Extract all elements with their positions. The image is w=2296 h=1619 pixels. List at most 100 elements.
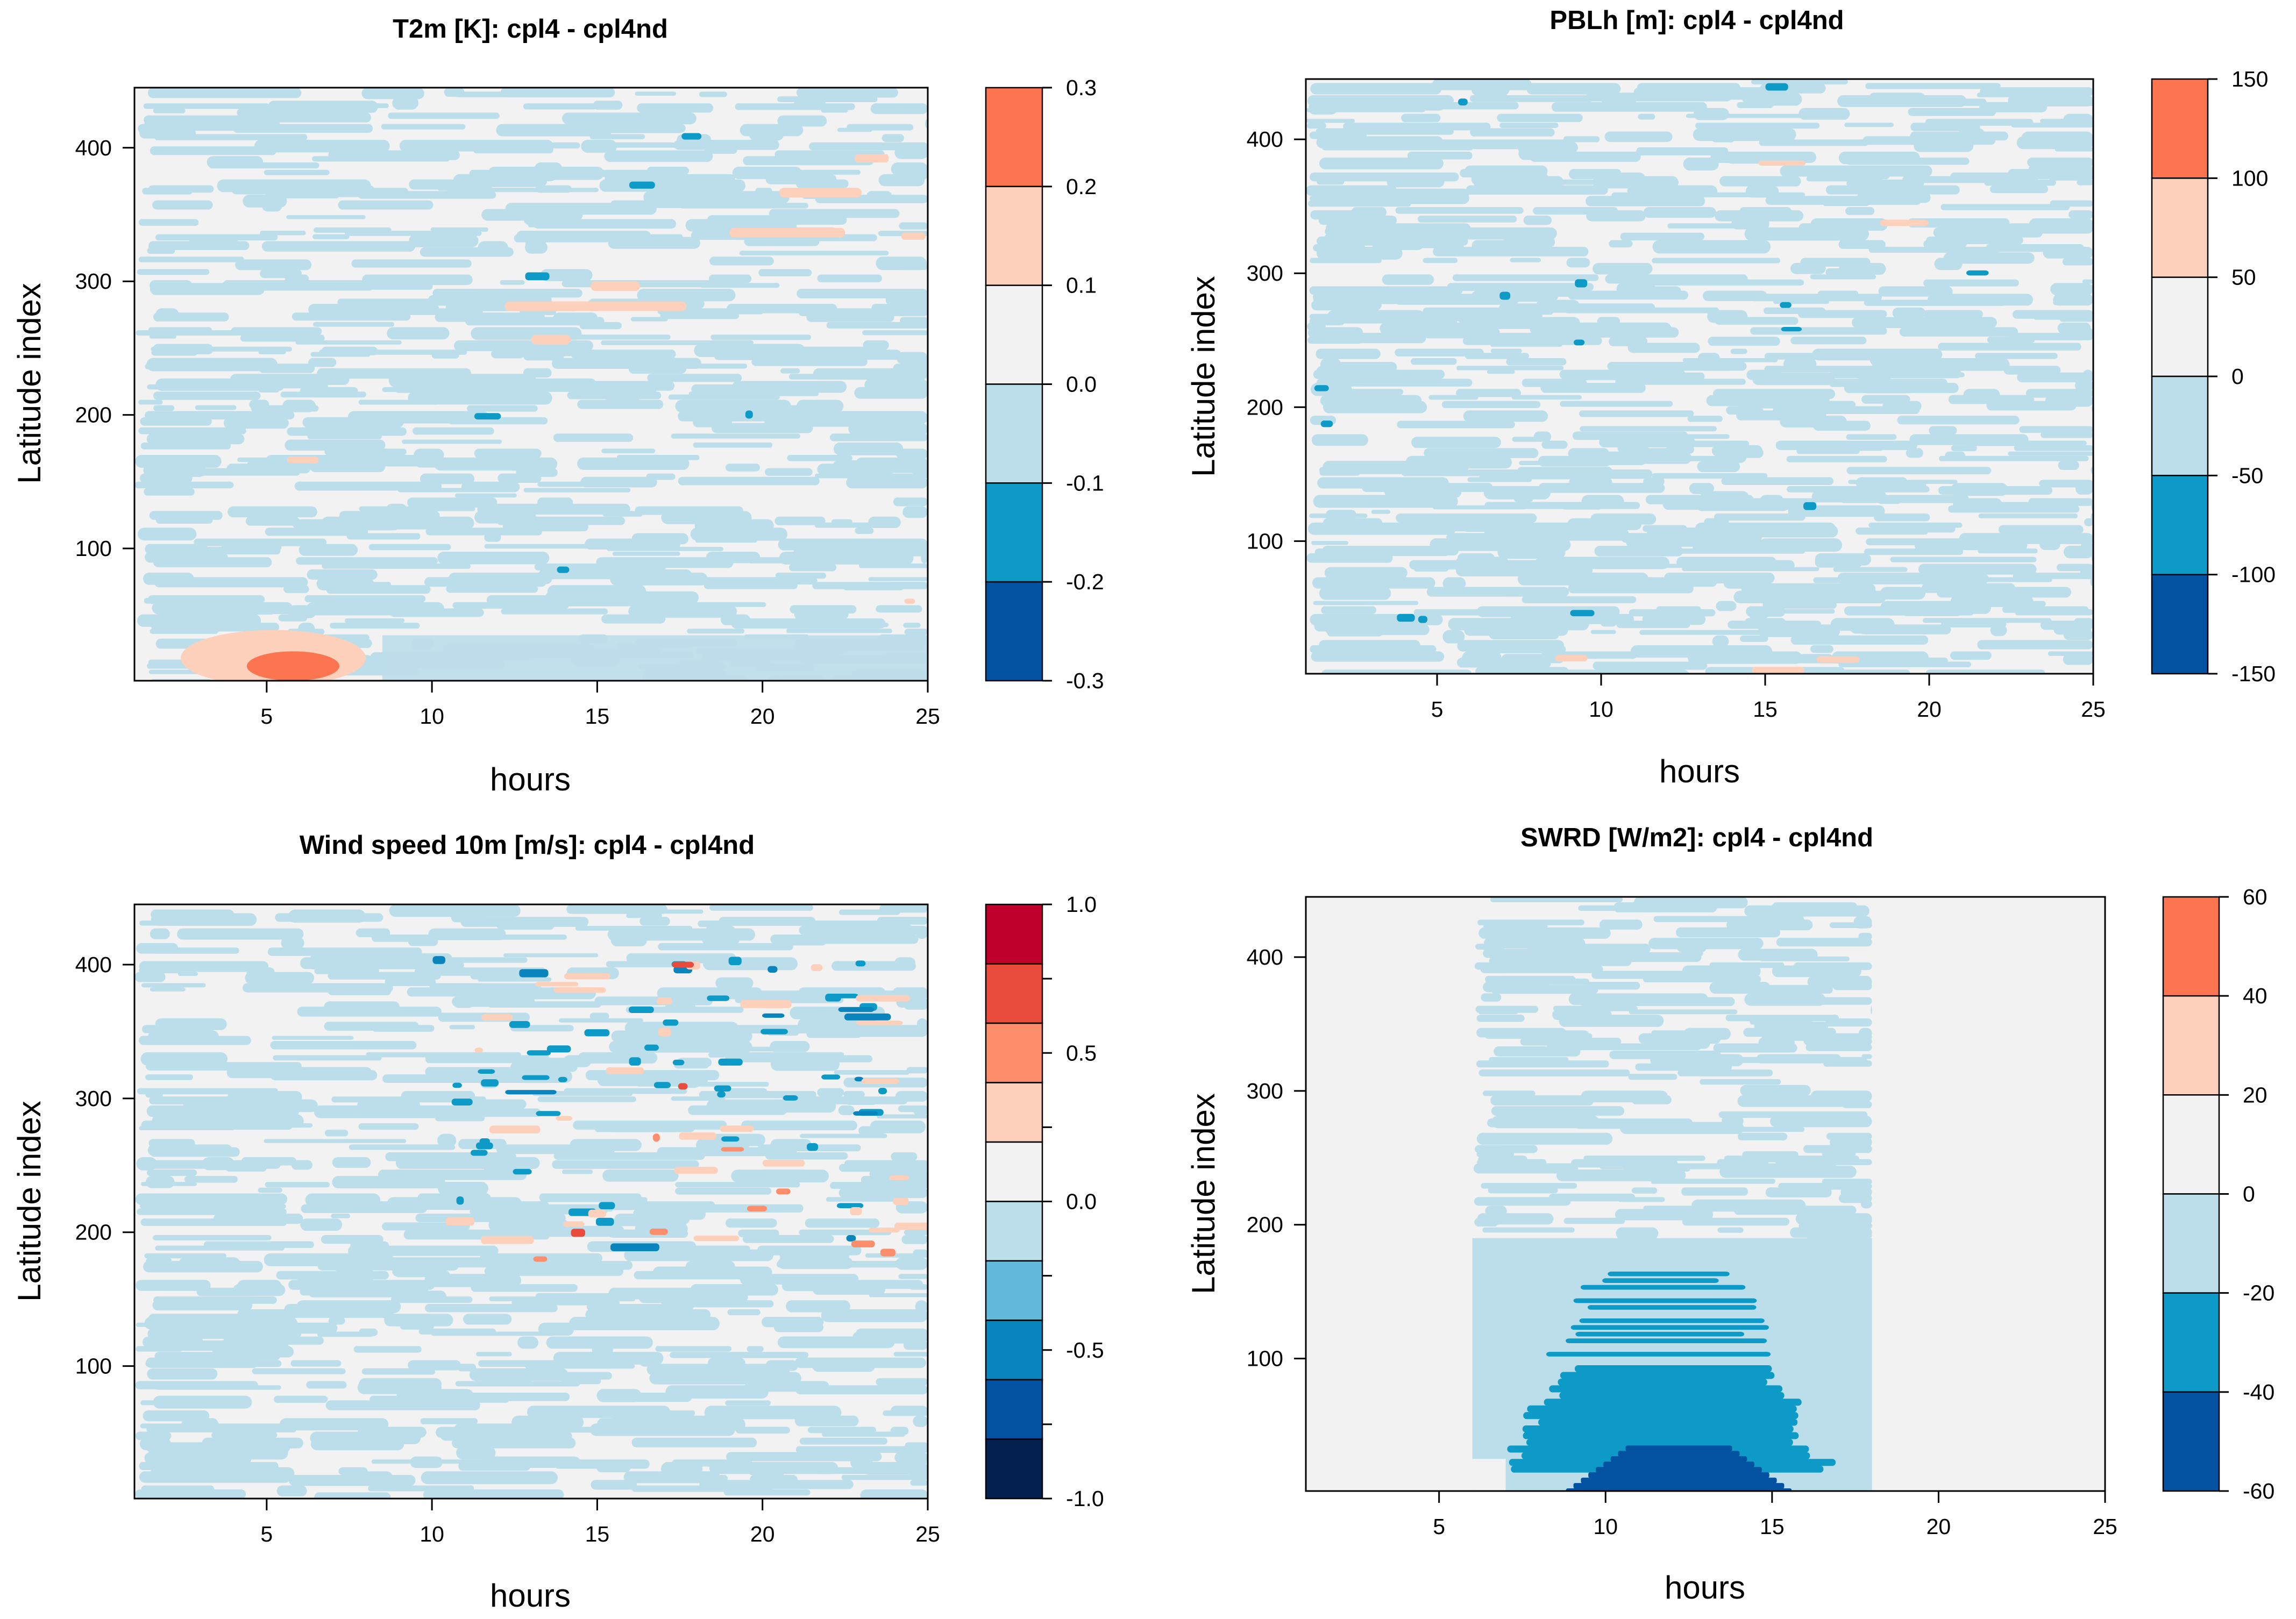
contour-band	[324, 1129, 349, 1137]
contour-band	[446, 585, 538, 593]
colorbar-swatch	[2162, 1094, 2220, 1195]
contour-band	[778, 387, 837, 392]
contour-band	[1627, 343, 1700, 353]
contour-band	[855, 960, 866, 967]
contour-band	[1628, 1074, 1677, 1080]
x-tick-label: 20	[750, 704, 775, 729]
contour-band	[564, 973, 610, 980]
contour-band	[868, 1228, 900, 1233]
contour-band	[275, 913, 383, 922]
contour-band	[317, 1331, 374, 1337]
x-tick-label: 15	[1760, 1514, 1785, 1539]
contour-band	[628, 1006, 654, 1013]
contour-band	[1467, 477, 1532, 482]
contour-band	[1717, 1159, 1769, 1167]
contour-band	[571, 350, 676, 359]
contour-band	[1395, 348, 1484, 356]
contour-band	[1941, 621, 2007, 627]
contour-band	[1923, 279, 2020, 287]
contour-band	[449, 1025, 475, 1030]
contour-band	[1697, 460, 1740, 473]
contour-band	[1559, 1392, 1785, 1399]
contour-band	[1958, 362, 2004, 370]
contour-band	[1989, 185, 2049, 194]
contour-band	[414, 448, 444, 461]
contour-band	[805, 1218, 880, 1228]
contour-band	[147, 88, 302, 98]
contour-band	[361, 1368, 436, 1375]
contour-band	[891, 162, 928, 176]
contour-band	[1545, 327, 1679, 338]
contour-band	[409, 234, 479, 247]
contour-band	[883, 1410, 928, 1416]
contour-band	[893, 497, 928, 507]
contour-band	[595, 1217, 614, 1226]
contour-band	[599, 179, 746, 192]
contour-band	[280, 391, 366, 398]
heatmap-field	[134, 904, 928, 1499]
contour-band	[1617, 445, 1648, 452]
contour-band	[652, 1133, 660, 1142]
contour-band	[481, 1014, 513, 1021]
contour-band	[485, 1372, 612, 1380]
contour-band	[1555, 655, 1588, 662]
contour-band	[1307, 200, 1411, 207]
contour-band	[868, 516, 901, 529]
contour-band	[1978, 513, 2078, 519]
colorbar-label: -100	[2231, 562, 2276, 587]
contour-band	[700, 283, 780, 288]
colorbar-swatch	[2151, 475, 2209, 575]
contour-band	[1650, 1054, 1744, 1066]
contour-band	[139, 1036, 251, 1045]
contour-band	[863, 340, 889, 350]
contour-band	[1815, 557, 1863, 568]
contour-band	[265, 527, 368, 536]
contour-band	[1615, 379, 1746, 385]
contour-band	[144, 488, 195, 496]
contour-band	[678, 476, 820, 486]
contour-band	[748, 557, 892, 564]
contour-band	[826, 322, 928, 329]
contour-band	[1311, 299, 1382, 311]
contour-band	[1489, 630, 1559, 639]
contour-band	[1631, 1187, 1658, 1194]
contour-band	[546, 1045, 571, 1053]
contour-band	[788, 564, 837, 572]
contour-band	[821, 1074, 841, 1080]
contour-band	[1765, 83, 1788, 91]
contour-band	[1490, 1095, 1594, 1106]
contour-band	[331, 1214, 351, 1218]
contour-band	[604, 150, 713, 162]
contour-band	[869, 1293, 928, 1297]
contour-band	[586, 1304, 694, 1310]
contour-band	[747, 1206, 767, 1212]
contour-band	[1506, 358, 1567, 366]
contour-band	[491, 350, 524, 359]
contour-band	[841, 1474, 928, 1480]
contour-band	[1798, 310, 1887, 318]
contour-band	[725, 1400, 771, 1406]
colorbar-swatch	[2151, 177, 2209, 278]
contour-band	[2015, 609, 2093, 616]
contour-band	[1513, 495, 1533, 502]
contour-band	[1786, 455, 1887, 462]
contour-band	[800, 1133, 887, 1138]
contour-band	[739, 251, 889, 256]
contour-band	[653, 1082, 671, 1088]
contour-band	[139, 967, 181, 974]
contour-band	[558, 1018, 643, 1023]
colorbar-label: -40	[2243, 1380, 2274, 1404]
contour-band	[705, 1410, 822, 1417]
contour-band	[308, 961, 464, 969]
contour-band	[596, 1462, 631, 1473]
contour-band	[610, 934, 647, 946]
contour-band	[270, 1040, 417, 1050]
contour-band	[139, 1471, 291, 1483]
contour-band	[613, 241, 669, 248]
contour-band	[1620, 1122, 1744, 1135]
contour-band	[729, 227, 845, 238]
contour-band	[610, 573, 708, 586]
contour-band	[2019, 426, 2093, 433]
contour-band	[894, 1222, 928, 1230]
contour-band	[1397, 614, 1415, 622]
